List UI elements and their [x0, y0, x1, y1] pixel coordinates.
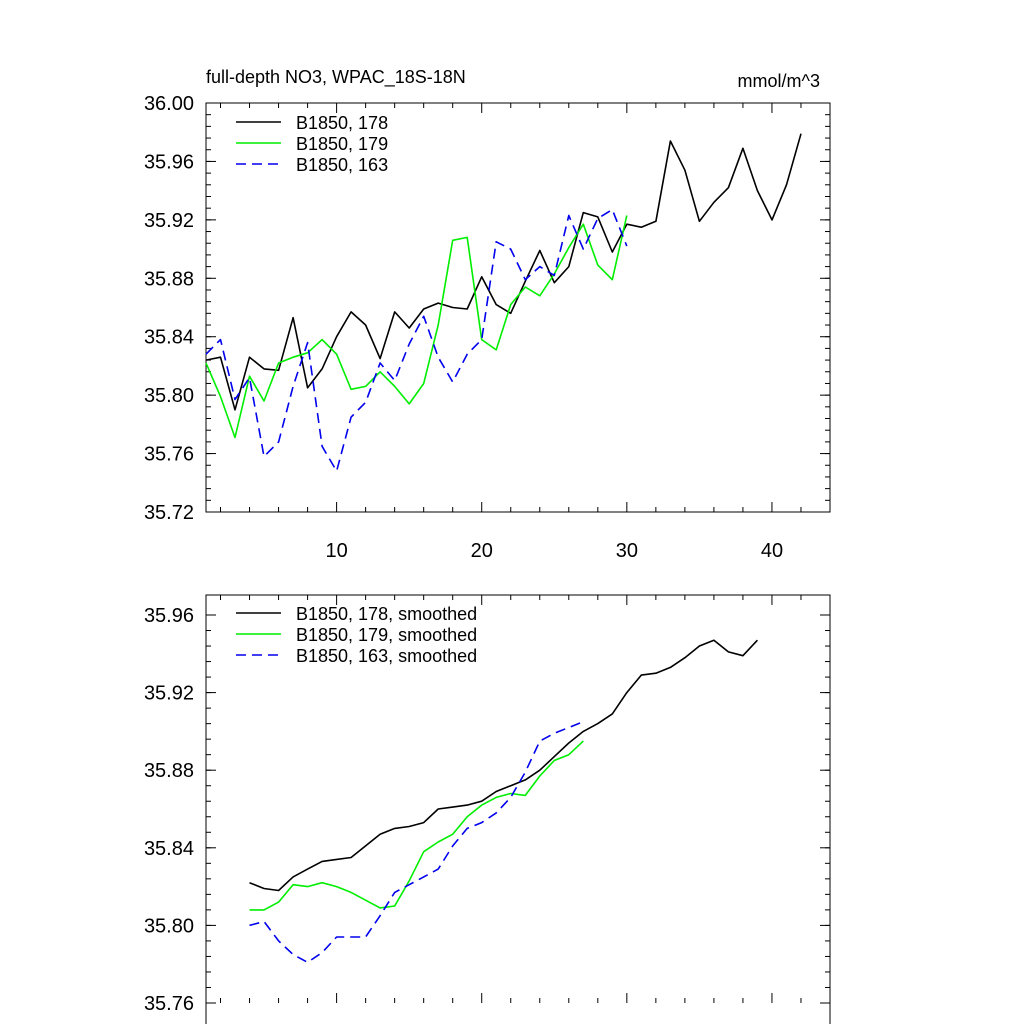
- y-tick-label: 35.76: [144, 444, 194, 466]
- y-tick-label: 35.96: [144, 605, 194, 627]
- legend-label-3: B1850, 163, smoothed: [296, 646, 477, 666]
- y-tick-label: 35.80: [144, 385, 194, 407]
- y-tick-label: 35.72: [144, 502, 194, 524]
- legend-label-3: B1850, 163: [296, 155, 388, 175]
- y-tick-label: 35.84: [144, 838, 194, 860]
- legend-label-1: B1850, 178: [296, 113, 388, 133]
- axis-ticks-bottom: 35.76 35.80 35.84 35.88 35.92 35.96: [144, 595, 830, 1015]
- x-tick-label: 40: [761, 540, 783, 562]
- legend-label-2: B1850, 179: [296, 134, 388, 154]
- series-line-3: [249, 720, 584, 964]
- y-tick-label: 35.96: [144, 151, 194, 173]
- axis-ticks-top: 35.72 35.76 35.80 35.84 35.88 35.92 35.96 36.00…: [144, 93, 830, 562]
- chart-title: full-depth NO3, WPAC_18S-18N: [206, 67, 466, 88]
- panel-bottom: 35.76 35.80 35.84 35.88 35.92 35.96 B1850, 17…: [144, 594, 831, 1029]
- y-tick-label: 35.80: [144, 915, 194, 937]
- x-tick-label: 20: [471, 540, 493, 562]
- legend-label-1: B1850, 178, smoothed: [296, 604, 477, 624]
- series-line-1: [249, 639, 758, 892]
- plot-frame-top: [205, 102, 831, 513]
- legend-label-2: B1850, 179, smoothed: [296, 625, 477, 645]
- plot-frame-bottom: [205, 594, 831, 1029]
- series-line-3: [205, 208, 628, 472]
- y-tick-label: 35.84: [144, 327, 194, 349]
- series-line-2: [249, 740, 584, 911]
- series-line-2: [205, 215, 628, 439]
- y-tick-label: 35.92: [144, 210, 194, 232]
- panel-top: full-depth NO3, WPAC_18S-18N mmol/m^3 35…: [144, 67, 831, 562]
- x-tick-label: 30: [616, 540, 638, 562]
- series-group-top: [205, 133, 802, 472]
- units-label: mmol/m^3: [738, 71, 820, 91]
- y-tick-label: 35.88: [144, 268, 194, 290]
- y-tick-label: 35.88: [144, 760, 194, 782]
- y-tick-label: 36.00: [144, 93, 194, 115]
- y-tick-label: 35.76: [144, 993, 194, 1015]
- x-tick-label: 10: [325, 540, 347, 562]
- y-tick-label: 35.92: [144, 683, 194, 705]
- series-line-1: [205, 133, 802, 411]
- series-group-bottom: [249, 639, 758, 964]
